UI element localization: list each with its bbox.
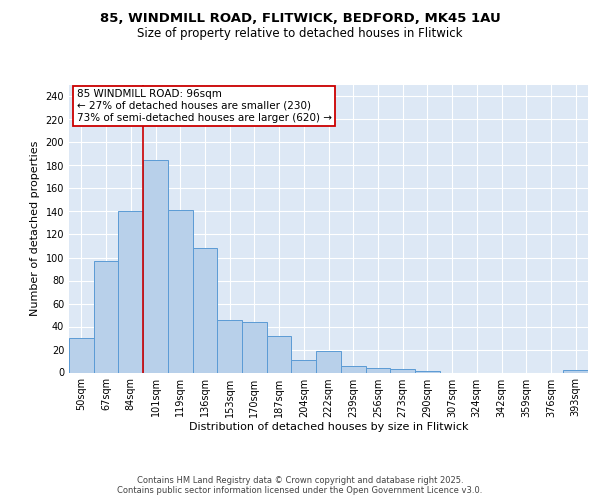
Bar	[563, 370, 588, 372]
Text: 85, WINDMILL ROAD, FLITWICK, BEDFORD, MK45 1AU: 85, WINDMILL ROAD, FLITWICK, BEDFORD, MK…	[100, 12, 500, 26]
Bar	[365, 368, 390, 372]
Y-axis label: Number of detached properties: Number of detached properties	[30, 141, 40, 316]
Bar	[94, 261, 118, 372]
Bar	[118, 212, 143, 372]
Bar	[168, 210, 193, 372]
Text: Contains HM Land Registry data © Crown copyright and database right 2025.
Contai: Contains HM Land Registry data © Crown c…	[118, 476, 482, 495]
Bar	[341, 366, 365, 372]
X-axis label: Distribution of detached houses by size in Flitwick: Distribution of detached houses by size …	[189, 422, 468, 432]
Bar	[316, 350, 341, 372]
Text: Size of property relative to detached houses in Flitwick: Size of property relative to detached ho…	[137, 28, 463, 40]
Bar	[267, 336, 292, 372]
Bar	[193, 248, 217, 372]
Text: 85 WINDMILL ROAD: 96sqm
← 27% of detached houses are smaller (230)
73% of semi-d: 85 WINDMILL ROAD: 96sqm ← 27% of detache…	[77, 90, 332, 122]
Bar	[69, 338, 94, 372]
Bar	[242, 322, 267, 372]
Bar	[292, 360, 316, 372]
Bar	[143, 160, 168, 372]
Bar	[390, 369, 415, 372]
Bar	[217, 320, 242, 372]
